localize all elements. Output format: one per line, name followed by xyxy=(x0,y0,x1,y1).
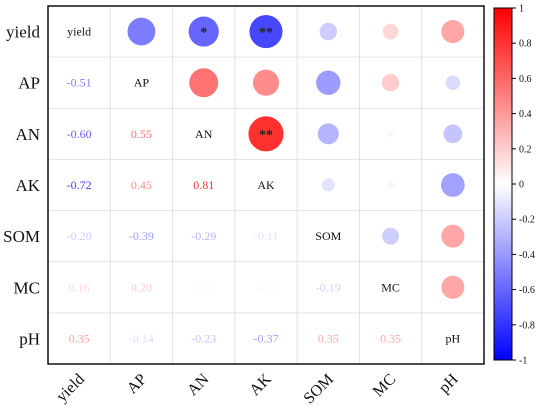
corr-circle-AK-SOM xyxy=(321,178,335,192)
corr-value-AN-AP: 0.55 xyxy=(131,127,152,141)
colorbar-tick-label: 0.4 xyxy=(519,109,532,120)
corr-circle-yield-pH xyxy=(441,20,465,44)
colorbar-tick-label: 0.2 xyxy=(519,144,532,155)
corr-circle-yield-SOM xyxy=(319,22,338,41)
row-label-AN: AN xyxy=(15,125,40,144)
corr-circle-yield-AN xyxy=(188,16,219,47)
corr-value-MC-AP: 0.20 xyxy=(131,280,152,294)
corr-value-MC-yield: 0.16 xyxy=(69,280,90,294)
row-label-AK: AK xyxy=(15,176,40,195)
corr-value-AK-AN: 0.81 xyxy=(193,178,214,192)
plot-frame xyxy=(47,5,485,365)
colorbar-tick-label: -0.2 xyxy=(519,215,535,226)
corr-value-SOM-AP: -0.39 xyxy=(129,229,154,243)
corr-value-SOM-yield: -0.20 xyxy=(67,229,92,243)
corr-circle-AN-pH xyxy=(443,124,463,144)
corr-value-AP-yield: -0.51 xyxy=(67,76,92,90)
column-label-SOM: SOM xyxy=(301,371,338,408)
corr-circle-AK-pH xyxy=(440,173,465,197)
column-label-AK: AK xyxy=(246,370,275,399)
corr-circle-AN-SOM xyxy=(317,123,339,145)
row-label-MC: MC xyxy=(14,278,40,297)
corr-value-pH-AP: -0.14 xyxy=(129,331,154,345)
corr-value-MC-AK: 0.04 xyxy=(256,280,277,294)
diagonal-label-yield: yield xyxy=(67,25,91,39)
corr-value-SOM-AK: -0.11 xyxy=(254,229,279,243)
corr-value-pH-MC: 0.35 xyxy=(380,331,401,345)
colorbar-tick-label: 0.6 xyxy=(519,74,532,85)
column-label-AP: AP xyxy=(124,371,151,398)
corr-value-MC-SOM: -0.19 xyxy=(316,280,341,294)
column-label-MC: MC xyxy=(370,371,400,401)
corr-value-AK-AP: 0.45 xyxy=(131,178,152,192)
corr-circle-MC-pH xyxy=(441,275,465,299)
corr-circle-yield-MC xyxy=(382,23,399,40)
diagonal-label-AP: AP xyxy=(134,76,150,90)
corr-circle-SOM-MC xyxy=(382,227,400,245)
row-label-AP: AP xyxy=(18,74,40,93)
colorbar-tick-label: -0.4 xyxy=(519,250,535,261)
significance-mark-AN-AK: ** xyxy=(259,128,273,143)
colorbar-tick-label: -1 xyxy=(519,356,527,367)
corr-value-AK-yield: -0.72 xyxy=(67,178,92,192)
corr-circle-AP-AK xyxy=(252,69,280,96)
colorbar-tick-label: 0 xyxy=(519,180,524,191)
corr-value-MC-AN: 0.03 xyxy=(193,280,214,294)
colorbar-tick-label: -0.8 xyxy=(519,320,535,331)
row-label-SOM: SOM xyxy=(3,227,40,246)
diagonal-label-AK: AK xyxy=(257,178,275,192)
corr-circle-SOM-pH xyxy=(441,224,465,248)
corr-value-pH-AK: -0.37 xyxy=(254,331,279,345)
corr-value-pH-AN: -0.23 xyxy=(191,331,216,345)
corr-value-AN-yield: -0.60 xyxy=(67,127,92,141)
corr-circle-yield-AP xyxy=(127,17,156,46)
colorbar: 1 0.8 0.6 0.4 0.2 0 -0.2 -0.4 -0.6 -0.8 -1 xyxy=(493,4,535,367)
matrix-cells: yield -0.51 AP -0.60 0.55 AN -0.72 0.45 0.81 AK -0… xyxy=(67,15,465,345)
significance-mark-yield-AN: * xyxy=(200,26,207,41)
row-label-pH: pH xyxy=(19,329,40,348)
colorbar-tick-label: 1 xyxy=(519,4,524,15)
corr-circle-AP-SOM xyxy=(316,70,341,95)
colorbar-tick-label: 0.8 xyxy=(519,39,532,50)
column-label-pH: pH xyxy=(436,370,462,396)
diagonal-label-pH: pH xyxy=(446,331,461,345)
corr-value-pH-SOM: 0.35 xyxy=(318,331,339,345)
corr-value-pH-yield: 0.35 xyxy=(69,331,90,345)
column-label-yield: yield xyxy=(53,371,88,406)
corr-value-SOM-AN: -0.29 xyxy=(191,229,216,243)
grid xyxy=(47,5,485,365)
diagonal-label-AN: AN xyxy=(195,127,213,141)
corr-circle-AN-MC xyxy=(387,130,394,138)
diagonal-label-MC: MC xyxy=(381,280,400,294)
column-label-AN: AN xyxy=(184,370,213,399)
corr-circle-AP-pH xyxy=(445,75,461,91)
diagonal-label-SOM: SOM xyxy=(315,229,341,243)
corr-circle-yield-AK xyxy=(249,15,283,49)
colorbar-ramp xyxy=(493,7,513,361)
corr-circle-AN-AK xyxy=(248,116,284,152)
colorbar-tick-label: -0.6 xyxy=(519,285,535,296)
corr-circle-AP-MC xyxy=(381,73,400,92)
significance-mark-yield-AK: ** xyxy=(259,26,273,41)
row-label-yield: yield xyxy=(6,23,40,42)
corr-circle-AK-MC xyxy=(386,181,395,189)
corr-circle-AP-AN xyxy=(189,68,219,98)
